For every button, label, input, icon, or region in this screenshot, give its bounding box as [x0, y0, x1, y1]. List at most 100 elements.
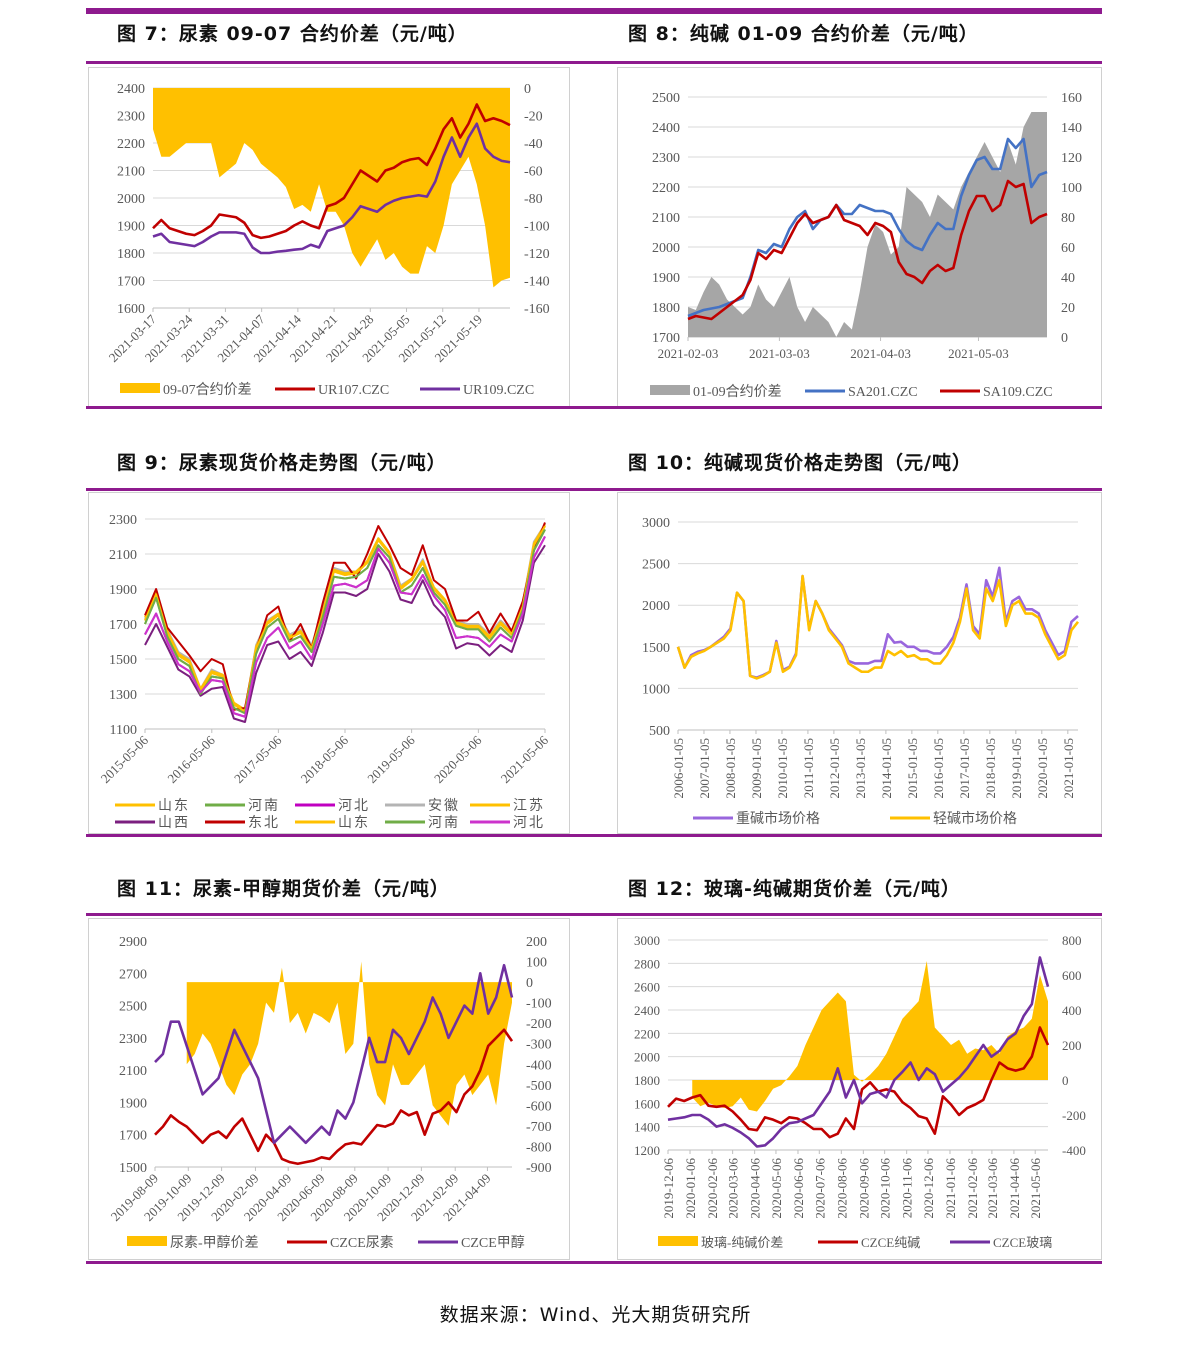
chart-8-title: 图 8：纯碱 01-09 合约价差（元/吨）: [628, 23, 979, 45]
legend-label: 重碱市场价格: [736, 810, 820, 827]
y2-tick-label: -400: [1062, 1143, 1086, 1158]
legend-label: 安徽: [428, 798, 460, 814]
x-tick-label: 2021-01-06: [943, 1158, 958, 1219]
line-series: [152, 103, 511, 240]
x-tick-label: 2012-01-05: [827, 738, 842, 799]
legend-label: 01-09合约价差: [693, 384, 782, 400]
x-tick-label: 2014-01-05: [879, 738, 894, 799]
y-tick-label: 2100: [117, 165, 145, 180]
y-tick-label: 2400: [634, 1003, 660, 1018]
y2-tick-label: 400: [1062, 1003, 1082, 1018]
y-tick-label: 2000: [642, 599, 670, 614]
y-tick-label: 1800: [117, 247, 145, 262]
y2-tick-label: -500: [526, 1079, 552, 1094]
y-tick-label: 2500: [119, 1000, 147, 1015]
row1-top-divider: [86, 61, 1102, 64]
chart-7-title: 图 7：尿素 09-07 合约价差（元/吨）: [117, 23, 468, 45]
y-tick-label: 1600: [117, 302, 145, 317]
y-tick-label: 2200: [634, 1026, 660, 1041]
y-tick-label: 1600: [634, 1096, 660, 1111]
x-tick-label: 2015-05-06: [98, 732, 152, 786]
y-tick-label: 1700: [652, 331, 680, 346]
y2-tick-label: -300: [526, 1038, 552, 1053]
x-tick-label: 2011-01-05: [801, 738, 816, 798]
y2-tick-label: 20: [1061, 301, 1075, 316]
x-tick-label: 2006-01-05: [671, 738, 686, 799]
chart-12-title: 图 12：玻璃-纯碱期货价差（元/吨）: [628, 878, 961, 900]
x-tick-label: 2021-05-03: [948, 346, 1009, 361]
legend-label: 河北: [338, 798, 370, 814]
x-tick-label: 2016-05-06: [164, 732, 218, 786]
y2-tick-label: -800: [526, 1140, 552, 1155]
y2-tick-label: -120: [524, 247, 550, 262]
y-tick-label: 1800: [652, 301, 680, 316]
x-tick-label: 2020-06-06: [791, 1158, 806, 1219]
y2-tick-label: 40: [1061, 271, 1075, 286]
y2-tick-label: 200: [526, 935, 547, 950]
chart-9-box: [88, 492, 570, 834]
legend-label: 江苏: [513, 798, 545, 814]
legend-swatch: [120, 383, 160, 393]
x-tick-label: 2019-01-05: [1009, 738, 1024, 799]
x-tick-label: 2021-04-03: [850, 346, 911, 361]
chart-7: 1600 1700 1800 1900 2000 2100 2200 2300 2400 -160…: [106, 82, 550, 398]
x-tick-label: 2021-03-06: [985, 1158, 1000, 1219]
legend-label: 东北: [248, 815, 280, 831]
y-tick-label: 2900: [119, 935, 147, 950]
row3-top-divider: [86, 913, 1102, 916]
legend-swatch: [658, 1236, 698, 1246]
row3-bottom-divider: [86, 1261, 1102, 1264]
legend-label: 山东: [338, 815, 370, 831]
row1-bottom-divider: [86, 406, 1102, 409]
y-tick-label: 1900: [117, 220, 145, 235]
line-series: [144, 523, 546, 711]
x-tick-label: 2021-03-03: [749, 346, 810, 361]
x-tick-label: 2021-01-05: [1061, 738, 1076, 799]
y-tick-label: 2500: [642, 558, 670, 573]
y2-tick-label: 0: [526, 976, 533, 991]
chart-11-box: [88, 918, 570, 1260]
y2-tick-label: 600: [1062, 968, 1082, 983]
chart-11: 1500 1700 1900 2100 2300 2500 2700 2900 -900 -800…: [108, 935, 552, 1251]
y-tick-label: 2100: [109, 548, 137, 563]
legend-label: SA201.CZC: [848, 385, 918, 400]
y2-tick-label: -100: [526, 997, 552, 1012]
legend-label: SA109.CZC: [983, 385, 1053, 400]
y2-tick-label: 0: [1062, 1073, 1069, 1088]
y-tick-label: 2300: [117, 110, 145, 125]
line-series: [154, 1028, 514, 1166]
x-tick-label: 2020-05-06: [431, 732, 485, 786]
chart-12-box: [617, 918, 1102, 1260]
y-tick-label: 1000: [642, 682, 670, 697]
legend: 09-07合约价差 UR107.CZC UR109.CZC: [120, 382, 534, 398]
y-tick-label: 2200: [652, 181, 680, 196]
y-tick-label: 2300: [119, 1032, 147, 1047]
x-tick-label: 2019-05-06: [364, 732, 418, 786]
x-tick-label: 2020-05-06: [769, 1158, 784, 1219]
row2-bottom-divider: [86, 834, 1102, 837]
y-tick-label: 1900: [109, 583, 137, 598]
chart-9-title: 图 9：尿素现货价格走势图（元/吨）: [117, 452, 447, 474]
y2-tick-label: 160: [1061, 91, 1082, 106]
chart-10-title: 图 10：纯碱现货价格走势图（元/吨）: [628, 452, 972, 474]
legend-label: UR107.CZC: [318, 383, 389, 398]
line-series: [154, 963, 514, 1145]
x-tick-label: 2020-01-06: [683, 1158, 698, 1219]
legend-label: 河南: [428, 815, 460, 831]
legend: 重碱市场价格 轻碱市场价格: [693, 810, 1017, 827]
y2-tick-label: 100: [526, 956, 547, 971]
y2-tick-label: 0: [1061, 331, 1068, 346]
y2-tick-label: 140: [1061, 121, 1082, 136]
x-tick-label: 2007-01-05: [697, 738, 712, 799]
y-tick-label: 2800: [634, 956, 660, 971]
legend-label: 尿素-甲醇价差: [170, 1234, 259, 1251]
y-tick-label: 3000: [642, 516, 670, 531]
line-series: [144, 525, 546, 713]
y-tick-label: 2600: [634, 980, 660, 995]
x-tick-label: 2021-05-06: [1028, 1158, 1043, 1219]
legend-label: 09-07合约价差: [163, 382, 252, 398]
legend: 尿素-甲醇价差 CZCE尿素 CZCE甲醇: [127, 1234, 525, 1251]
line-series: [144, 529, 546, 715]
y-tick-label: 2000: [117, 192, 145, 207]
